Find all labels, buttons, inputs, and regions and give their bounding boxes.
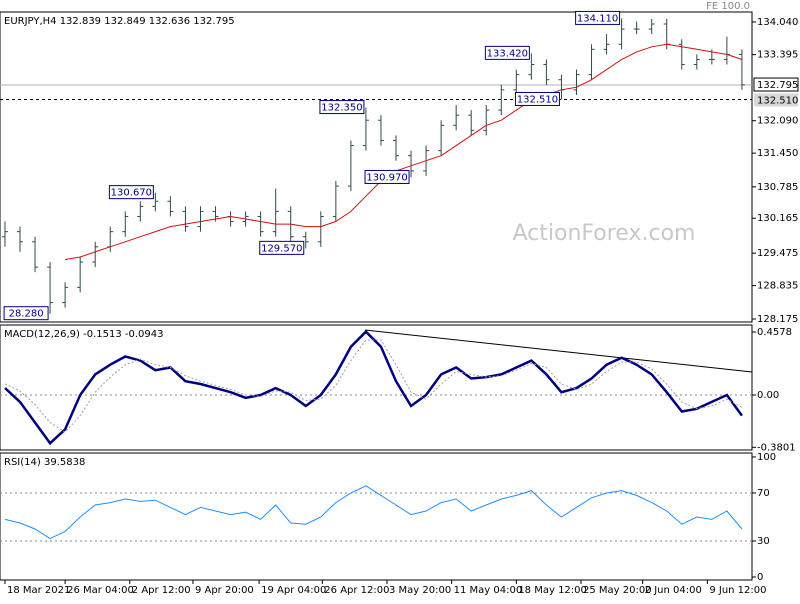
x-tick-label: 11 May 04:00 bbox=[454, 585, 523, 596]
x-tick-label: 18 Mar 2021 bbox=[7, 585, 70, 596]
y-tick-label: 128.835 bbox=[757, 281, 798, 292]
panel-title: EURJPY,H4 132.839 132.849 132.636 132.79… bbox=[4, 16, 235, 27]
annotation-box bbox=[108, 185, 154, 200]
y-tick-label: 128.175 bbox=[757, 314, 798, 325]
y-tick-label: -0.3801 bbox=[757, 442, 796, 453]
panel-frame bbox=[0, 452, 753, 581]
panel-title: RSI(14) 39.5838 bbox=[4, 457, 85, 468]
y-tick-label: 0.00 bbox=[757, 390, 779, 401]
x-tick-label: 9 Apr 20:00 bbox=[195, 585, 254, 596]
y-tick-label: 100 bbox=[757, 452, 776, 463]
annotation-box bbox=[364, 169, 410, 184]
y-tick-label: 130.785 bbox=[757, 182, 798, 193]
y-tick-label: 132.090 bbox=[757, 116, 798, 127]
annotation-label: 133.420 bbox=[487, 48, 528, 59]
series-line bbox=[4, 339, 743, 433]
annotation-box bbox=[3, 306, 49, 321]
x-tick-label: 25 May 20:00 bbox=[583, 585, 652, 596]
y-tick-label: 130.165 bbox=[757, 213, 798, 224]
annotation-box bbox=[484, 45, 530, 60]
trend-line bbox=[364, 329, 753, 373]
annotation-label: 28.280 bbox=[9, 309, 44, 320]
y-tick-label: 0 bbox=[757, 572, 763, 583]
y-tick-label: 70 bbox=[757, 488, 770, 499]
x-tick-label: 19 Apr 04:00 bbox=[261, 585, 326, 596]
y-tick-label: 30 bbox=[757, 536, 770, 547]
watermark: ActionForex.com bbox=[513, 221, 696, 246]
panel-frame bbox=[0, 324, 753, 451]
panel-frame bbox=[0, 11, 753, 323]
y-tick-label: 134.040 bbox=[757, 17, 798, 28]
annotation-label: 132.510 bbox=[517, 94, 558, 105]
x-tick-label: 2 Apr 12:00 bbox=[132, 585, 191, 596]
annotation-label: 129.570 bbox=[261, 243, 302, 254]
current-price-box bbox=[753, 77, 799, 92]
y-tick-label: 0.4578 bbox=[757, 327, 792, 338]
annotation-box bbox=[259, 240, 305, 255]
x-tick-label: 26 Mar 04:00 bbox=[67, 585, 134, 596]
annotation-box bbox=[514, 91, 560, 106]
series-line bbox=[4, 329, 743, 446]
y-tick-label: 131.450 bbox=[757, 148, 798, 159]
series-line bbox=[4, 485, 743, 540]
level-box bbox=[754, 93, 798, 107]
y-tick-label: 133.395 bbox=[757, 50, 798, 61]
annotation-box bbox=[575, 10, 621, 25]
x-tick-label: 3 May 20:00 bbox=[389, 585, 451, 596]
current-price-label: 132.795 bbox=[757, 80, 798, 91]
series-line bbox=[65, 43, 743, 260]
x-tick-label: 18 May 12:00 bbox=[518, 585, 587, 596]
annotation-label: 134.110 bbox=[577, 13, 618, 24]
x-tick-label: 9 Jun 12:00 bbox=[709, 585, 766, 596]
annotation-box bbox=[319, 100, 365, 115]
annotation-label: 130.670 bbox=[111, 188, 152, 199]
annotation-label: 130.970 bbox=[366, 172, 407, 183]
x-tick-label: 2 Jun 04:00 bbox=[645, 585, 702, 596]
subtitle: FE 100.0 bbox=[706, 1, 750, 12]
panel-title: MACD(12,26,9) -0.1513 -0.0943 bbox=[4, 329, 164, 340]
y-tick-label: 129.475 bbox=[757, 248, 798, 259]
annotation-label: 132.350 bbox=[321, 103, 362, 114]
x-tick-label: 26 Apr 12:00 bbox=[324, 585, 389, 596]
level-label: 132.510 bbox=[757, 95, 798, 106]
